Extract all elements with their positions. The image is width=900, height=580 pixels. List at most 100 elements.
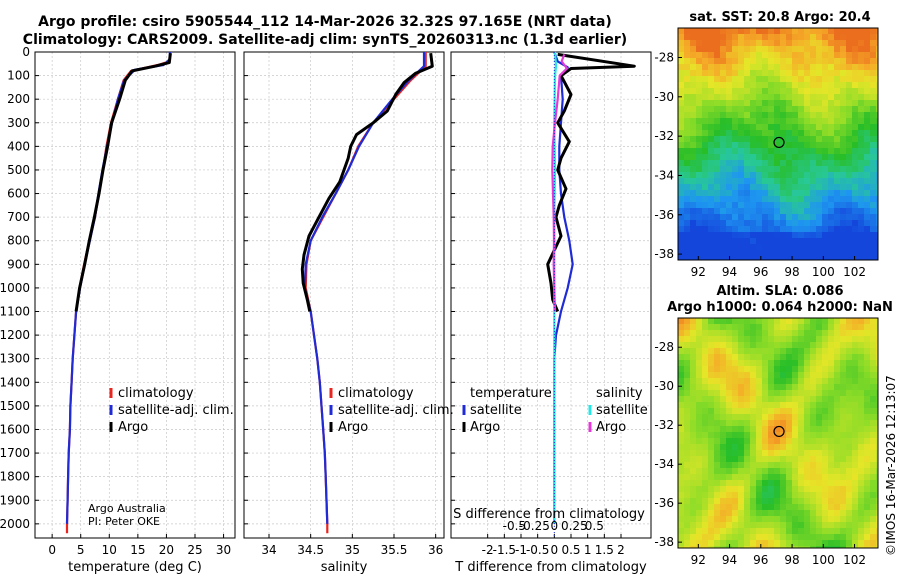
map-cell [780, 250, 787, 257]
map-cell [864, 64, 871, 71]
map-cell [714, 136, 721, 143]
map-cell [876, 124, 879, 131]
map-cell [786, 384, 793, 391]
map-cell [798, 76, 805, 83]
map-cell [876, 534, 879, 541]
map-cell [792, 366, 799, 373]
map-cell [852, 438, 859, 445]
map-cell [864, 256, 871, 261]
map-cell [768, 76, 775, 83]
map-cell [702, 28, 709, 35]
s-axis-tick-label: 0.25 [561, 519, 588, 533]
map-cell [762, 232, 769, 239]
map-cell [756, 94, 763, 101]
map-cell [744, 396, 751, 403]
map-cell [840, 474, 847, 481]
map-cell [852, 166, 859, 173]
map-cell [732, 528, 739, 535]
map-cell [678, 166, 685, 173]
map-cell [714, 160, 721, 167]
map-cell [720, 106, 727, 113]
map-cell [852, 52, 859, 59]
map-cell [876, 34, 879, 41]
map-cell [840, 492, 847, 499]
map-cell [780, 348, 787, 355]
map-cell [840, 40, 847, 47]
map-cell [864, 52, 871, 59]
map-cell [756, 232, 763, 239]
map-cell [678, 160, 685, 167]
map-cell [684, 330, 691, 337]
map-cell [780, 82, 787, 89]
map-cell [732, 486, 739, 493]
map-cell [738, 154, 745, 161]
map-cell [762, 142, 769, 149]
map-cell [846, 106, 853, 113]
map-cell [762, 220, 769, 227]
map-cell [738, 136, 745, 143]
map-cell [828, 486, 835, 493]
map-cell [828, 178, 835, 185]
map-cell [714, 130, 721, 137]
map-cell [828, 384, 835, 391]
map-cell [768, 462, 775, 469]
map-cell [762, 408, 769, 415]
map-cell [852, 318, 859, 325]
map-cell [678, 498, 685, 505]
map-cell [822, 142, 829, 149]
map-cell [714, 534, 721, 541]
map-cell [708, 226, 715, 233]
map-cell [732, 510, 739, 517]
map-cell [846, 58, 853, 65]
map-cell [774, 154, 781, 161]
map-cell [792, 184, 799, 191]
map-cell [810, 118, 817, 125]
map-cell [732, 88, 739, 95]
map-cell [834, 342, 841, 349]
map-cell [804, 324, 811, 331]
map-cell [684, 444, 691, 451]
map-cell [840, 318, 847, 325]
map-cell [858, 456, 865, 463]
map-cell [744, 190, 751, 197]
map-cell [744, 256, 751, 261]
map-cell [702, 130, 709, 137]
map-cell [822, 498, 829, 505]
map-cell [690, 408, 697, 415]
map-cell [834, 52, 841, 59]
map-cell [828, 214, 835, 221]
map-cell [846, 118, 853, 125]
map-cell [864, 480, 871, 487]
map-cell [846, 486, 853, 493]
map-cell [792, 100, 799, 107]
map-cell [714, 178, 721, 185]
map-cell [750, 372, 757, 379]
map-cell [852, 214, 859, 221]
map-cell [768, 354, 775, 361]
map-cell [792, 34, 799, 41]
map-cell [684, 408, 691, 415]
map-cell [864, 28, 871, 35]
map-cell [870, 336, 877, 343]
map-cell [834, 106, 841, 113]
map-cell [726, 480, 733, 487]
map-cell [822, 474, 829, 481]
y-tick-label: 2000 [0, 517, 30, 531]
map-cell [846, 438, 853, 445]
series-line-blue [303, 52, 426, 524]
map-cell [756, 166, 763, 173]
map-cell [756, 148, 763, 155]
map-cell [798, 94, 805, 101]
map-cell [846, 184, 853, 191]
map-cell [678, 468, 685, 475]
x-tick-label: 35 [345, 543, 360, 557]
map-cell [720, 220, 727, 227]
map-cell [714, 58, 721, 65]
map-cell [768, 402, 775, 409]
map-cell [876, 444, 879, 451]
map-cell [786, 408, 793, 415]
map-cell [864, 402, 871, 409]
map-cell [870, 438, 877, 445]
map-cell [840, 372, 847, 379]
